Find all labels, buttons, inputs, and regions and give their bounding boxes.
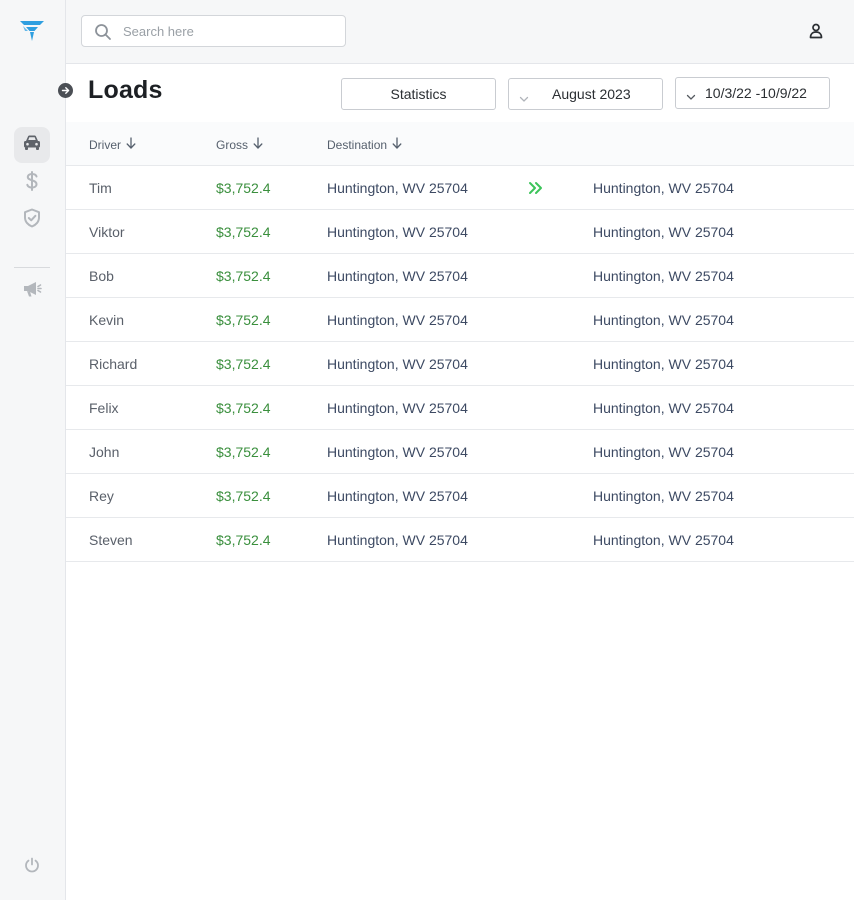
- destination-cell: Huntington, WV 25704: [327, 532, 468, 548]
- table-row[interactable]: Kevin $3,752.4 Huntington, WV 25704 Hunt…: [66, 298, 854, 342]
- driver-cell: Bob: [89, 268, 114, 284]
- search-icon: [94, 23, 112, 41]
- destination-cell-secondary: Huntington, WV 25704: [593, 180, 734, 196]
- destination-cell-secondary: Huntington, WV 25704: [593, 312, 734, 328]
- destination-cell: Huntington, WV 25704: [327, 400, 468, 416]
- sidebar-item-finance[interactable]: [14, 165, 50, 201]
- destination-cell-secondary: Huntington, WV 25704: [593, 444, 734, 460]
- destination-cell: Huntington, WV 25704: [327, 180, 468, 196]
- column-header-gross[interactable]: Gross: [216, 137, 263, 152]
- table-row[interactable]: John $3,752.4 Huntington, WV 25704 Hunti…: [66, 430, 854, 474]
- brand-logo-icon[interactable]: [19, 19, 45, 43]
- destination-cell-secondary: Huntington, WV 25704: [593, 268, 734, 284]
- month-select[interactable]: August 2023: [508, 78, 663, 110]
- table-row[interactable]: Richard $3,752.4 Huntington, WV 25704 Hu…: [66, 342, 854, 386]
- gross-cell: $3,752.4: [216, 488, 271, 504]
- sort-arrow-down-icon: [392, 137, 402, 152]
- month-label: August 2023: [552, 86, 631, 102]
- driver-cell: Steven: [89, 532, 133, 548]
- destination-cell: Huntington, WV 25704: [327, 268, 468, 284]
- driver-cell: Kevin: [89, 312, 125, 328]
- sidebar-item-loads[interactable]: [14, 127, 50, 163]
- destination-cell: Huntington, WV 25704: [327, 312, 468, 328]
- table-row[interactable]: Tim $3,752.4 Huntington, WV 25704 Huntin…: [66, 166, 854, 210]
- sort-arrow-down-icon: [253, 137, 263, 152]
- power-icon: [24, 857, 40, 878]
- gross-cell: $3,752.4: [216, 532, 271, 548]
- destination-cell: Huntington, WV 25704: [327, 488, 468, 504]
- driver-cell: Felix: [89, 400, 119, 416]
- gross-cell: $3,752.4: [216, 180, 271, 196]
- gross-cell: $3,752.4: [216, 224, 271, 240]
- page-title: Loads: [88, 76, 163, 104]
- date-range-select[interactable]: 10/3/22 -10/9/22: [675, 77, 830, 109]
- user-icon: [807, 23, 825, 44]
- shield-check-icon: [23, 208, 41, 233]
- top-bar: [66, 0, 854, 64]
- table-header: Driver Gross Destination: [66, 122, 854, 166]
- sidebar-item-safety[interactable]: [14, 202, 50, 238]
- statistics-label: Statistics: [390, 86, 447, 102]
- sort-arrow-down-icon: [126, 137, 136, 152]
- driver-cell: Rey: [89, 488, 114, 504]
- destination-cell-secondary: Huntington, WV 25704: [593, 356, 734, 372]
- destination-cell: Huntington, WV 25704: [327, 224, 468, 240]
- destination-cell: Huntington, WV 25704: [327, 356, 468, 372]
- destination-cell: Huntington, WV 25704: [327, 444, 468, 460]
- table-row[interactable]: Bob $3,752.4 Huntington, WV 25704 Huntin…: [66, 254, 854, 298]
- chevron-down-icon: [686, 88, 696, 104]
- column-header-destination[interactable]: Destination: [327, 137, 402, 152]
- driver-cell: Tim: [89, 180, 112, 196]
- table-row[interactable]: Felix $3,752.4 Huntington, WV 25704 Hunt…: [66, 386, 854, 430]
- gross-cell: $3,752.4: [216, 312, 271, 328]
- chevron-down-icon: [519, 90, 529, 106]
- megaphone-icon: [22, 280, 42, 303]
- gross-cell: $3,752.4: [216, 268, 271, 284]
- sidebar-toggle-button[interactable]: [58, 83, 73, 98]
- sidebar: [0, 0, 66, 900]
- gross-cell: $3,752.4: [216, 356, 271, 372]
- table-row[interactable]: Rey $3,752.4 Huntington, WV 25704 Huntin…: [66, 474, 854, 518]
- gross-cell: $3,752.4: [216, 444, 271, 460]
- search-box[interactable]: [81, 15, 346, 47]
- destination-cell-secondary: Huntington, WV 25704: [593, 400, 734, 416]
- user-account-button[interactable]: [807, 22, 825, 40]
- car-icon: [22, 134, 42, 157]
- driver-cell: Viktor: [89, 224, 125, 240]
- double-chevron-right-icon: [528, 181, 544, 198]
- driver-cell: John: [89, 444, 120, 460]
- table-row[interactable]: Steven $3,752.4 Huntington, WV 25704 Hun…: [66, 518, 854, 562]
- driver-cell: Richard: [89, 356, 138, 372]
- search-input[interactable]: [123, 16, 338, 46]
- sidebar-item-announcements[interactable]: [14, 273, 50, 309]
- column-header-driver[interactable]: Driver: [89, 137, 136, 152]
- arrow-right-icon: [61, 86, 70, 95]
- date-range-label: 10/3/22 -10/9/22: [705, 85, 807, 101]
- destination-cell-secondary: Huntington, WV 25704: [593, 532, 734, 548]
- gross-cell: $3,752.4: [216, 400, 271, 416]
- table-row[interactable]: Viktor $3,752.4 Huntington, WV 25704 Hun…: [66, 210, 854, 254]
- sidebar-divider: [14, 267, 50, 268]
- logout-button[interactable]: [14, 849, 50, 885]
- statistics-button[interactable]: Statistics: [341, 78, 496, 110]
- destination-cell-secondary: Huntington, WV 25704: [593, 488, 734, 504]
- destination-cell-secondary: Huntington, WV 25704: [593, 224, 734, 240]
- dollar-icon: [25, 170, 39, 196]
- table-body: Tim $3,752.4 Huntington, WV 25704 Huntin…: [66, 166, 854, 562]
